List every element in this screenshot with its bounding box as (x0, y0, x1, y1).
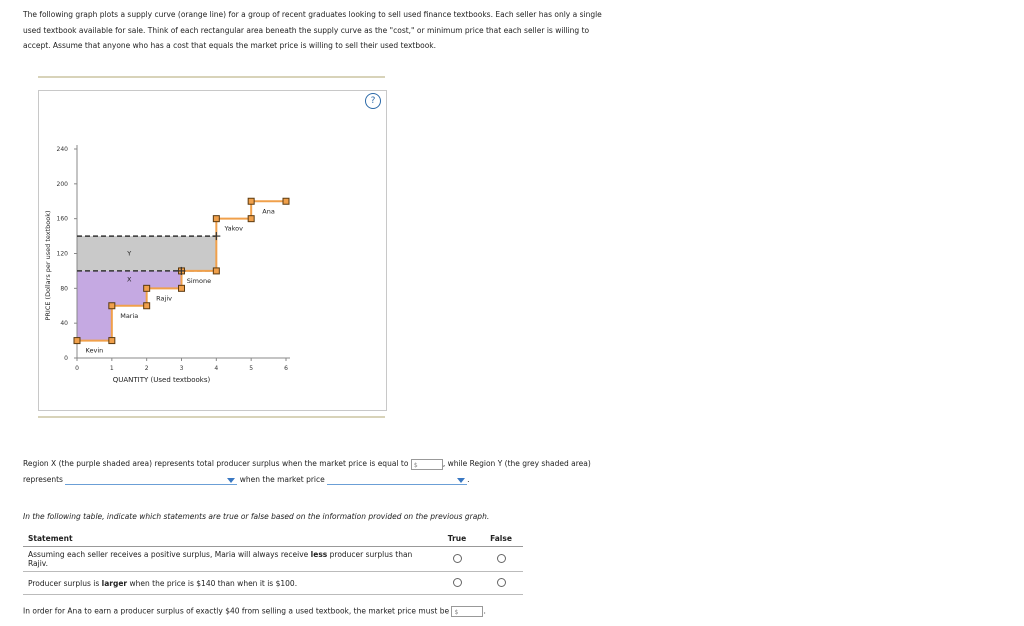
region-question-part4: . (467, 474, 470, 484)
statements-table: Statement True False Assuming each selle… (23, 531, 523, 595)
x-tick-label: 6 (284, 365, 288, 372)
supply-point (143, 302, 151, 310)
supply-point (73, 337, 81, 345)
help-icon[interactable]: ? (365, 93, 381, 109)
x-axis-title: QUANTITY (Used textbooks) (113, 376, 211, 384)
chevron-down-icon (457, 477, 466, 483)
x-tick-label: 2 (145, 365, 149, 372)
price-change-dropdown[interactable] (327, 475, 468, 485)
true-header: True (435, 531, 479, 547)
supply-chart[interactable]: 0 1 2 3 4 5 6 0 40 80 120 160 200 240 QUANTITY (Used t… (38, 90, 385, 410)
top-divider (38, 76, 385, 78)
region-y-label: Y (126, 250, 131, 258)
seller-label: Simone (187, 277, 211, 285)
region-question-part1: Region X (the purple shaded area) repres… (23, 459, 409, 468)
supply-point (108, 302, 116, 310)
seller-label: Rajiv (156, 294, 172, 302)
region-question: Region X (the purple shaded area) repres… (23, 456, 603, 487)
y-tick-label: 40 (60, 320, 68, 327)
table-row: Assuming each seller receives a positive… (23, 546, 523, 572)
chevron-down-icon (227, 477, 236, 483)
supply-point (212, 267, 220, 275)
y-tick-label: 120 (57, 251, 69, 258)
supply-point (282, 197, 290, 205)
x-tick-label: 4 (214, 365, 218, 372)
seller-label: Ana (262, 207, 275, 215)
market-price-input[interactable]: $ (410, 458, 443, 470)
statement-header: Statement (23, 531, 435, 547)
ana-price-input[interactable]: $ (451, 606, 484, 617)
y-axis-title: PRICE (Dollars per used textbook) (44, 210, 52, 320)
seller-label: Yakov (224, 225, 244, 233)
true-radio[interactable] (452, 577, 462, 587)
true-cell (435, 546, 479, 572)
x-tick-label: 5 (249, 365, 253, 372)
table-row: Producer surplus is larger when the pric… (23, 571, 523, 595)
bottom-divider (38, 416, 385, 418)
y-tick-label: 0 (64, 355, 68, 362)
region-x-label: X (127, 276, 132, 284)
y-tick-label: 160 (57, 216, 69, 223)
statement-cell: Producer surplus is larger when the pric… (23, 571, 435, 595)
supply-point (247, 197, 255, 205)
false-radio[interactable] (496, 553, 506, 563)
y-tick-label: 200 (57, 181, 69, 188)
region-y-area (77, 236, 217, 271)
y-tick-label: 240 (57, 146, 69, 153)
false-radio[interactable] (496, 577, 506, 587)
y-tick-label: 80 (60, 285, 68, 292)
x-tick-label: 1 (110, 365, 114, 372)
final-question-end: . (483, 606, 486, 616)
seller-label: Maria (120, 312, 138, 320)
false-cell (479, 571, 523, 595)
x-tick-label: 3 (180, 365, 184, 372)
statement-cell: Assuming each seller receives a positive… (23, 546, 435, 572)
represents-dropdown[interactable] (65, 475, 238, 485)
true-radio[interactable] (452, 553, 462, 563)
seller-label: Kevin (86, 347, 104, 355)
x-tick-label: 0 (75, 365, 79, 372)
supply-point (212, 215, 220, 223)
region-question-part3: when the market price (239, 474, 325, 484)
false-cell (479, 546, 523, 572)
supply-point (247, 215, 255, 223)
true-cell (435, 571, 479, 595)
table-intro: In the following table, indicate which s… (23, 512, 490, 521)
intro-text: The following graph plots a supply curve… (23, 10, 602, 51)
supply-point (143, 284, 151, 292)
final-question: In order for Ana to earn a producer surp… (23, 606, 486, 617)
supply-point (178, 284, 185, 292)
final-question-text: In order for Ana to earn a producer surp… (23, 606, 450, 616)
region-question-part2: , while Region Y (the grey shaded area) … (23, 459, 591, 484)
false-header: False (479, 531, 523, 547)
supply-point (108, 337, 116, 345)
